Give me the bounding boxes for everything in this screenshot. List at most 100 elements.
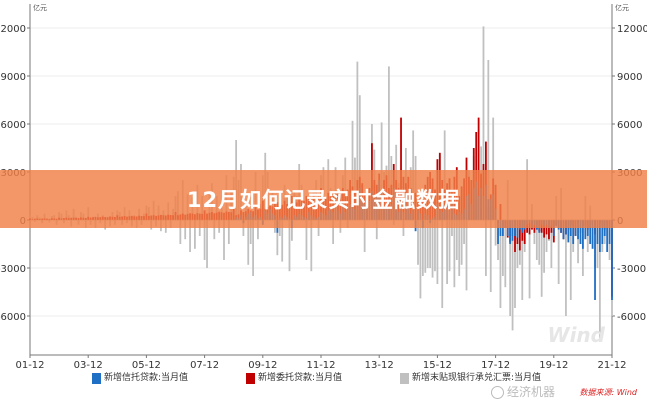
bar <box>247 220 250 265</box>
bar <box>569 220 572 236</box>
y-tick-label-right: 6000 <box>617 120 642 131</box>
bar <box>509 220 512 316</box>
bar <box>213 220 216 240</box>
bar <box>179 220 182 244</box>
bar <box>494 220 497 246</box>
bar <box>499 220 502 308</box>
x-tick-label: 05-12 <box>132 360 161 371</box>
bar <box>521 220 524 300</box>
bar <box>514 220 516 236</box>
y-tick-label-right: 9000 <box>617 72 642 83</box>
banner-title: 12月如何记录实时金融数据 <box>186 188 461 212</box>
bar <box>400 117 402 220</box>
legend-swatch <box>400 373 409 384</box>
bar <box>448 220 451 272</box>
bar <box>598 220 601 340</box>
bar <box>451 220 453 236</box>
bar <box>535 220 538 260</box>
bar <box>184 220 187 240</box>
bar <box>388 66 390 221</box>
bar <box>538 220 541 265</box>
bar <box>562 220 565 240</box>
bar <box>511 220 514 331</box>
legend-swatch <box>246 373 255 384</box>
y-tick-label-right: 12000 <box>617 24 647 35</box>
bar <box>477 117 480 220</box>
bar <box>589 220 592 244</box>
brand-text: 经济机器 <box>506 385 555 399</box>
bar <box>577 220 579 264</box>
bar <box>565 220 567 316</box>
title-banner: 12月如何记录实时金融数据 <box>0 170 647 228</box>
y-tick-label-left: -3000 <box>0 264 26 275</box>
bar <box>242 220 245 236</box>
wechat-logo-icon <box>490 386 504 399</box>
bar <box>363 220 366 252</box>
bar <box>317 220 320 236</box>
bar <box>332 220 335 244</box>
bar <box>431 220 434 278</box>
legend-item-trust-loans: 新增信托贷款:当月值 <box>92 373 188 384</box>
bar <box>358 95 361 220</box>
legend-label: 新增信托贷款:当月值 <box>104 373 189 383</box>
bar <box>485 220 487 276</box>
bar <box>487 60 490 220</box>
x-tick-label: 03-12 <box>74 360 103 371</box>
bar <box>249 220 252 244</box>
bar <box>489 220 492 292</box>
bar <box>501 220 504 276</box>
bar <box>482 26 485 221</box>
bar <box>528 220 531 299</box>
x-tick-label: 15-12 <box>423 360 452 371</box>
bar <box>545 220 548 252</box>
bar <box>598 220 601 252</box>
legend-item-entrusted-loans: 新增委托贷款:当月值 <box>246 373 342 384</box>
bar <box>252 220 254 276</box>
x-tick-label: 11-12 <box>306 360 335 371</box>
bar <box>582 220 584 249</box>
bar <box>611 220 613 300</box>
bar <box>463 220 465 244</box>
bar <box>514 220 516 308</box>
bar <box>543 220 545 273</box>
bar <box>453 220 456 288</box>
bar <box>499 220 502 236</box>
y-tick-label-right: -6000 <box>617 312 646 323</box>
bar <box>426 220 429 268</box>
x-tick-label: 19-12 <box>539 360 568 371</box>
bar <box>518 220 521 251</box>
bar <box>550 220 553 268</box>
bar <box>606 220 609 252</box>
bar <box>441 220 444 308</box>
bar <box>586 220 589 236</box>
bar <box>552 220 555 236</box>
bar <box>458 220 461 276</box>
x-tick-label: 09-12 <box>248 360 277 371</box>
bar <box>446 220 448 284</box>
bar <box>596 220 599 244</box>
bar <box>375 220 378 240</box>
bar <box>543 220 545 238</box>
bar <box>429 220 432 268</box>
bar <box>548 220 550 240</box>
bar <box>356 61 359 220</box>
bar <box>601 220 604 244</box>
legend-swatch <box>92 373 101 384</box>
bar <box>194 220 196 249</box>
bar <box>310 220 313 272</box>
bar <box>557 220 560 284</box>
bar <box>492 117 495 220</box>
x-tick-label: 01-12 <box>15 360 44 371</box>
unit-label-right: 亿元 <box>615 3 629 12</box>
y-tick-label-left: -6000 <box>0 312 26 323</box>
bar <box>603 220 606 236</box>
x-tick-label: 17-12 <box>481 360 510 371</box>
bar <box>291 220 293 241</box>
bar <box>574 220 577 236</box>
wind-watermark: Wind <box>547 323 605 347</box>
bar <box>434 220 436 272</box>
bar <box>572 220 575 244</box>
bar <box>511 220 514 241</box>
bar <box>506 220 509 236</box>
bar <box>257 220 259 240</box>
